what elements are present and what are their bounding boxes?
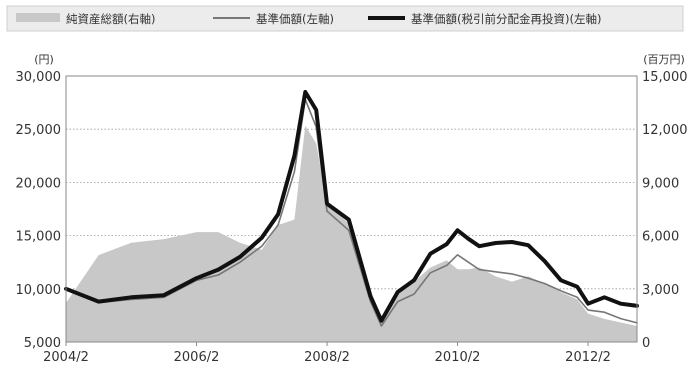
left-tick-label: 5,000	[24, 336, 61, 351]
legend-label-nav: 純資産総額(右軸)	[66, 12, 155, 26]
legend-label-base-price: 基準価額(左軸)	[256, 12, 334, 26]
left-tick-label: 30,000	[16, 70, 62, 85]
x-tick-label: 2006/2	[174, 350, 220, 365]
right-axis-unit: (百万円)	[643, 53, 685, 66]
left-axis-ticks: 5,000 10,000 15,000 20,000 25,000 30,000	[16, 70, 62, 351]
x-tick-label: 2008/2	[304, 350, 350, 365]
right-tick-label: 12,000	[642, 123, 688, 138]
series-line-reinvested	[64, 90, 639, 323]
series-line-base-price	[65, 98, 638, 327]
legend-swatch-area	[16, 13, 60, 22]
left-tick-label: 15,000	[16, 230, 62, 245]
x-tick-label: 2004/2	[43, 350, 89, 365]
x-tick-label: 2012/2	[565, 350, 611, 365]
legend-label-reinvested: 基準価額(税引前分配金再投資)(左軸)	[411, 12, 601, 26]
right-tick-label: 3,000	[642, 283, 679, 298]
left-axis-unit: (円)	[34, 53, 54, 66]
left-tick-label: 20,000	[16, 176, 62, 191]
left-tick-label: 10,000	[16, 283, 62, 298]
right-tick-label: 0	[642, 336, 650, 351]
right-tick-label: 15,000	[642, 70, 688, 85]
series-line-layer	[64, 90, 639, 327]
right-axis-ticks: 0 3,000 6,000 9,000 12,000 15,000	[642, 70, 688, 351]
x-tick-label: 2010/2	[435, 350, 481, 365]
x-axis-ticks: 2004/2 2006/2 2008/2 2010/2 2012/2	[43, 342, 611, 365]
right-tick-label: 9,000	[642, 176, 679, 191]
legend: 純資産総額(右軸) 基準価額(左軸) 基準価額(税引前分配金再投資)(左軸)	[6, 5, 684, 32]
legend-box	[6, 5, 684, 32]
left-tick-label: 25,000	[16, 123, 62, 138]
plot-frame	[65, 75, 638, 343]
right-tick-label: 6,000	[642, 230, 679, 245]
